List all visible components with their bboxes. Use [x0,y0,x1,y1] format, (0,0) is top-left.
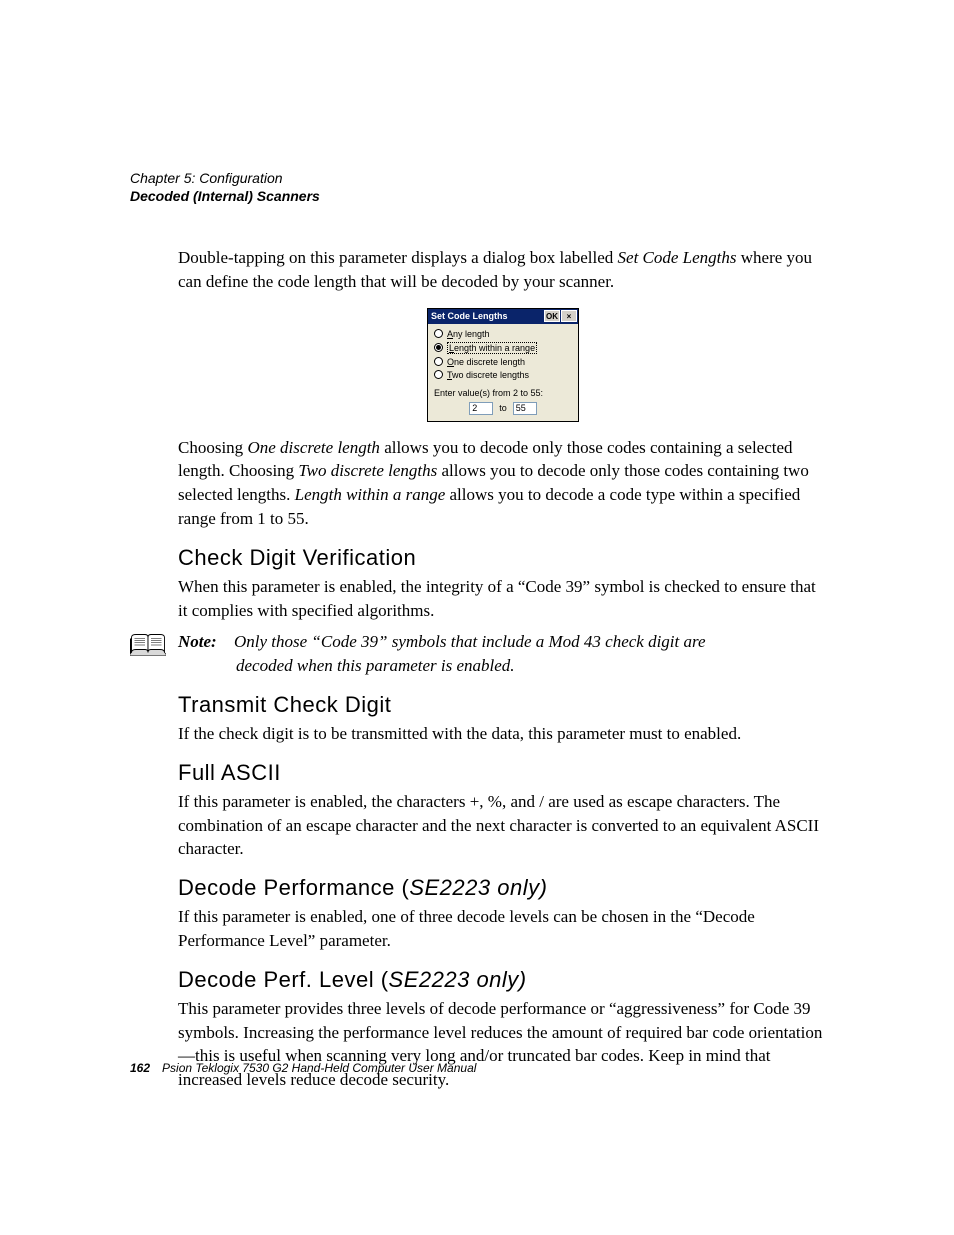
intro-text-a: Double-tapping on this parameter display… [178,248,618,267]
body: Double-tapping on this parameter display… [178,246,828,1092]
heading-decode-perf-level: Decode Perf. Level (SE2223 only) [178,967,828,993]
note-label: Note: [178,630,234,654]
radio-length-range[interactable]: Length within a range [434,342,572,354]
page-content: Chapter 5: Configuration Decoded (Intern… [130,170,830,1100]
p2a: Choosing [178,438,247,457]
footer-text: Psion Teklogix 7530 G2 Hand-Held Compute… [162,1061,476,1075]
h-dp-b: SE2223 only) [409,875,547,900]
note-line2: decoded when this parameter is enabled. [236,654,706,678]
note-text: Note: Only those “Code 39” symbols that … [178,630,706,678]
transmit-paragraph: If the check digit is to be transmitted … [178,722,828,746]
dialog-title-text: Set Code Lengths [431,311,508,321]
intro-text-b: Set Code Lengths [618,248,737,267]
radio-one-discrete[interactable]: One discrete length [434,357,572,367]
radio-two-label: wo discrete lengths [452,370,529,380]
radio-one-underline: O [447,357,454,367]
decode-performance-paragraph: If this parameter is enabled, one of thr… [178,905,828,953]
radio-range-label: ength within a range [454,343,535,353]
h-dl-b: SE2223 only) [389,967,527,992]
h-dp-a: Decode Performance ( [178,875,409,900]
page-footer: 162 Psion Teklogix 7530 G2 Hand-Held Comp… [130,1061,476,1075]
chapter-header: Chapter 5: Configuration [130,170,830,186]
section-header: Decoded (Internal) Scanners [130,188,830,204]
radio-one-label: ne discrete length [454,357,525,367]
full-ascii-paragraph: If this parameter is enabled, the charac… [178,790,828,861]
decode-level-paragraph: This parameter provides three levels of … [178,997,828,1092]
page-number: 162 [130,1061,150,1075]
radio-icon [434,357,443,366]
value-to-input[interactable]: 55 [513,402,537,415]
enter-values-label: Enter value(s) from 2 to 55: [434,388,572,398]
h-dl-a: Decode Perf. Level ( [178,967,389,992]
intro-paragraph: Double-tapping on this parameter display… [178,246,828,294]
radio-icon [434,370,443,379]
to-label: to [499,403,507,413]
ok-button[interactable]: OK [544,310,560,322]
check-digit-paragraph: When this parameter is enabled, the inte… [178,575,828,623]
p2b: One discrete length [247,438,380,457]
note-block: Note: Only those “Code 39” symbols that … [130,630,828,678]
radio-two-discrete[interactable]: Two discrete lengths [434,370,572,380]
value-from-input[interactable]: 2 [469,402,493,415]
close-button[interactable]: × [561,310,577,322]
heading-check-digit-verification: Check Digit Verification [178,545,828,571]
set-code-lengths-dialog: Set Code Lengths OK × Any length Length … [427,308,579,422]
book-icon [130,632,166,658]
note-line1: Only those “Code 39” symbols that includ… [234,630,706,654]
heading-full-ascii: Full ASCII [178,760,828,786]
radio-any-label: ny length [453,329,490,339]
p2d: Two discrete lengths [298,461,437,480]
radio-icon [434,329,443,338]
radio-icon-selected [434,343,443,352]
dialog-screenshot: Set Code Lengths OK × Any length Length … [178,308,828,422]
choosing-paragraph: Choosing One discrete length allows you … [178,436,828,531]
heading-transmit-check-digit: Transmit Check Digit [178,692,828,718]
dialog-titlebar: Set Code Lengths OK × [428,309,578,324]
dialog-body: Any length Length within a range One dis… [428,324,578,421]
radio-any-length[interactable]: Any length [434,329,572,339]
p2f: Length within a range [295,485,446,504]
heading-decode-performance: Decode Performance (SE2223 only) [178,875,828,901]
